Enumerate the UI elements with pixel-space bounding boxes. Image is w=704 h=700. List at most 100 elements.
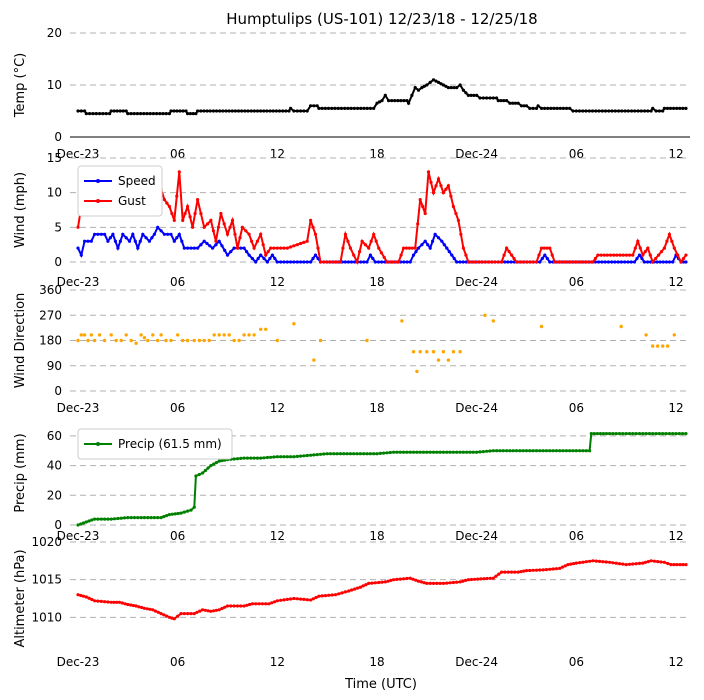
data-point [388, 260, 392, 264]
data-point [250, 602, 254, 606]
data-point [355, 260, 359, 264]
data-point [374, 239, 378, 243]
data-point [411, 450, 416, 454]
data-point [186, 509, 190, 513]
data-point [352, 106, 356, 110]
data-point [169, 109, 173, 113]
data-point [531, 449, 535, 453]
data-point [619, 324, 623, 329]
data-point [361, 584, 365, 588]
data-point [655, 260, 659, 264]
data-point [444, 187, 448, 191]
data-point [191, 112, 195, 116]
data-point [602, 253, 606, 257]
data-point [667, 260, 672, 264]
data-point [556, 260, 560, 264]
data-point [245, 250, 249, 254]
data-point [584, 560, 588, 564]
data-point [264, 602, 268, 606]
data-point [112, 109, 116, 113]
data-point [201, 471, 205, 475]
data-point [142, 112, 146, 116]
data-point [613, 260, 617, 264]
y-axis-label: Altimeter (hPa) [13, 549, 28, 647]
data-point [544, 568, 549, 572]
data-point [405, 260, 409, 264]
data-point [461, 450, 465, 454]
data-point [577, 109, 582, 113]
data-point [137, 605, 141, 609]
data-point [205, 109, 209, 113]
data-point [272, 246, 276, 250]
data-point [109, 109, 113, 113]
data-point [511, 101, 515, 105]
data-point [646, 109, 650, 113]
data-point [608, 432, 612, 436]
data-point [435, 450, 439, 454]
data-point [465, 450, 469, 454]
data-point [341, 246, 345, 250]
data-point [223, 605, 227, 609]
data-point [186, 112, 190, 116]
data-point [524, 260, 529, 264]
data-point [252, 456, 256, 460]
y-axis-label: Temp (°C) [13, 53, 28, 119]
data-point [254, 602, 258, 606]
data-point [181, 218, 185, 222]
data-point [562, 260, 566, 264]
data-point [359, 260, 363, 264]
data-point [239, 604, 243, 608]
data-point [250, 256, 254, 261]
data-point [208, 244, 212, 248]
data-point [232, 604, 236, 608]
data-point [461, 260, 465, 264]
data-point [76, 246, 80, 250]
data-point [295, 109, 299, 113]
data-point [507, 250, 511, 254]
data-point [214, 243, 218, 247]
x-tick-label: Dec-24 [455, 655, 498, 669]
data-point [327, 593, 331, 597]
data-point [438, 450, 442, 454]
data-point [292, 322, 296, 326]
data-point [657, 253, 661, 257]
x-tick-label: 06 [569, 275, 584, 289]
data-point [285, 260, 289, 264]
data-point [79, 593, 83, 598]
data-point [116, 516, 120, 521]
data-point [601, 560, 605, 564]
data-point [408, 450, 412, 454]
data-point [411, 350, 416, 354]
data-point [441, 191, 445, 195]
data-point [513, 101, 518, 105]
data-point [418, 450, 422, 454]
data-point [352, 253, 356, 257]
data-point [135, 112, 139, 116]
data-point [126, 602, 130, 607]
data-point [318, 338, 323, 343]
data-point [633, 109, 637, 113]
data-point [165, 514, 169, 518]
data-point [425, 581, 429, 586]
data-point [87, 596, 91, 600]
y-tick-label: 1010 [31, 610, 62, 624]
data-point [184, 109, 188, 113]
legend-marker [96, 199, 100, 203]
data-point [509, 260, 513, 264]
data-point [537, 253, 541, 257]
data-point [224, 109, 228, 113]
x-tick-label: 06 [170, 147, 185, 161]
data-point [222, 222, 226, 226]
data-point [621, 253, 625, 257]
data-point [365, 260, 369, 264]
data-point [242, 456, 246, 460]
data-point [677, 432, 681, 436]
data-point [118, 109, 122, 113]
data-point [365, 452, 369, 456]
data-point [365, 338, 369, 343]
data-point [267, 602, 271, 606]
data-point [76, 523, 80, 527]
data-point [626, 109, 630, 113]
data-point [112, 517, 117, 521]
data-point [598, 559, 602, 564]
